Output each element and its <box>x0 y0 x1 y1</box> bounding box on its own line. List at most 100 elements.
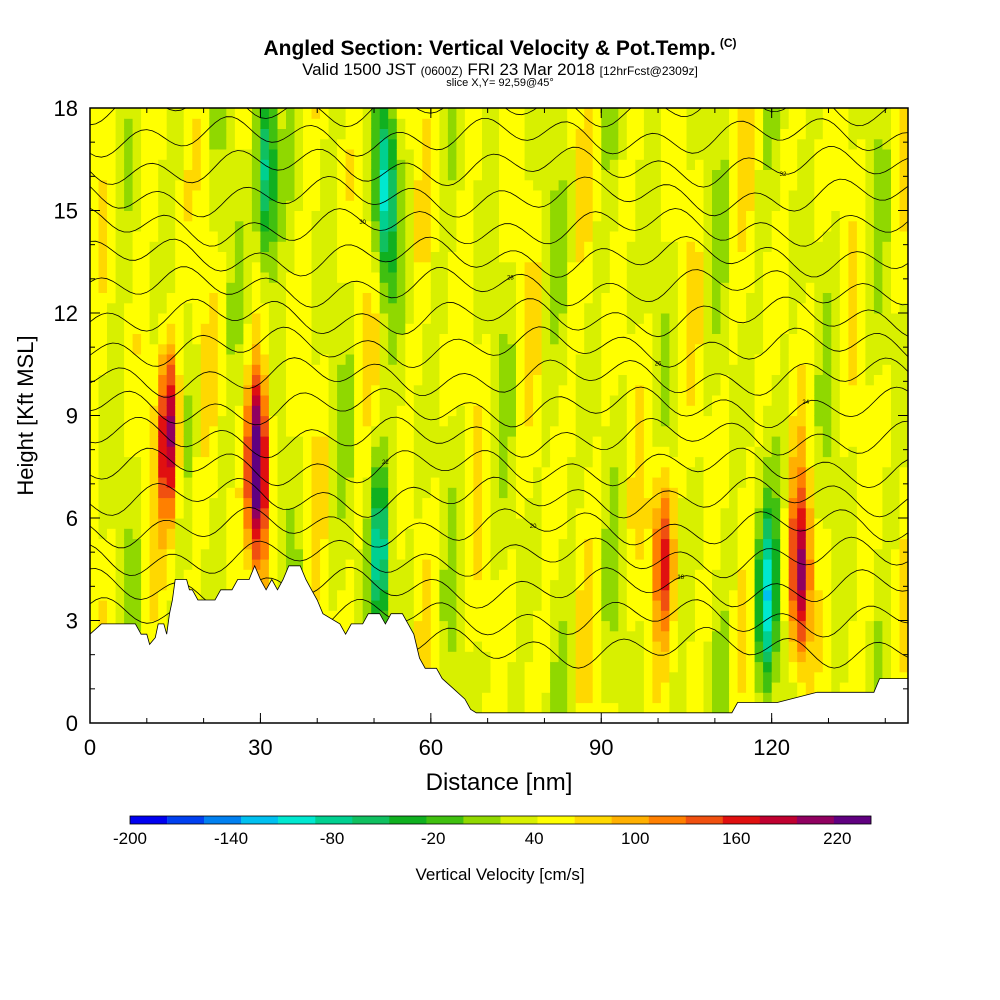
velocity-cell <box>550 282 560 293</box>
velocity-cell <box>311 456 321 468</box>
velocity-cell <box>771 600 781 611</box>
velocity-cell <box>354 538 364 550</box>
velocity-cell <box>763 630 773 642</box>
velocity-cell <box>720 261 730 273</box>
velocity-cell <box>575 231 585 242</box>
velocity-cell <box>567 477 577 488</box>
velocity-cell <box>746 374 756 386</box>
velocity-cell <box>98 579 108 591</box>
velocity-cell <box>541 559 551 570</box>
velocity-cell <box>200 169 210 181</box>
velocity-cell <box>277 118 287 129</box>
velocity-cell <box>499 282 509 293</box>
velocity-cell <box>720 384 730 396</box>
velocity-cell <box>635 405 645 417</box>
velocity-cell <box>192 415 202 427</box>
velocity-cell <box>524 671 534 683</box>
velocity-cell <box>626 241 636 252</box>
velocity-cell <box>626 333 636 345</box>
velocity-cell <box>98 200 108 211</box>
velocity-cell <box>524 569 534 581</box>
velocity-cell <box>626 159 636 170</box>
velocity-cell <box>166 364 176 375</box>
velocity-cell <box>337 487 347 499</box>
velocity-cell <box>183 323 193 334</box>
velocity-cell <box>268 477 278 488</box>
velocity-cell <box>771 579 781 591</box>
velocity-cell <box>788 446 798 458</box>
velocity-cell <box>345 456 355 468</box>
velocity-cell <box>524 620 534 632</box>
velocity-cell <box>354 518 364 529</box>
velocity-cell <box>251 313 261 324</box>
velocity-cell <box>584 282 594 293</box>
velocity-cell <box>90 446 100 458</box>
velocity-cell <box>609 282 619 293</box>
velocity-cell <box>200 261 210 273</box>
velocity-cell <box>601 507 611 519</box>
velocity-cell <box>166 343 176 355</box>
velocity-cell <box>200 425 210 437</box>
velocity-cell <box>516 159 526 170</box>
velocity-cell <box>712 118 722 129</box>
velocity-cell <box>166 210 176 222</box>
velocity-cell <box>286 518 296 529</box>
velocity-cell <box>303 138 313 150</box>
velocity-cell <box>141 220 151 232</box>
velocity-cell <box>396 200 406 211</box>
velocity-cell <box>677 159 687 170</box>
velocity-cell <box>303 548 313 560</box>
velocity-cell <box>175 548 185 560</box>
velocity-cell <box>132 179 142 191</box>
velocity-cell <box>788 200 798 211</box>
velocity-cell <box>183 466 193 478</box>
velocity-cell <box>558 559 568 570</box>
velocity-cell <box>703 323 713 334</box>
velocity-cell <box>183 282 193 293</box>
velocity-cell <box>354 128 364 140</box>
velocity-cell <box>260 272 270 283</box>
velocity-cell <box>592 159 602 170</box>
velocity-cell <box>311 589 321 601</box>
velocity-cell <box>567 425 577 437</box>
velocity-cell <box>311 323 321 334</box>
velocity-cell <box>524 159 534 170</box>
velocity-cell <box>405 343 415 355</box>
velocity-cell <box>601 210 611 222</box>
velocity-cell <box>601 487 611 499</box>
velocity-cell <box>575 405 585 417</box>
velocity-cell <box>107 272 117 283</box>
velocity-cell <box>192 302 202 314</box>
velocity-cell <box>686 118 696 129</box>
velocity-cell <box>763 651 773 663</box>
velocity-cell <box>251 190 261 201</box>
velocity-cell <box>141 138 151 150</box>
velocity-cell <box>243 559 253 570</box>
velocity-cell <box>660 651 670 663</box>
velocity-cell <box>609 200 619 211</box>
velocity-cell <box>286 395 296 406</box>
velocity-cell <box>183 231 193 242</box>
velocity-cell <box>729 620 739 632</box>
velocity-cell <box>90 456 100 468</box>
velocity-cell <box>635 477 645 488</box>
velocity-cell <box>618 231 628 242</box>
velocity-cell <box>430 559 440 570</box>
velocity-cell <box>277 354 287 365</box>
velocity-cell <box>686 692 696 704</box>
velocity-cell <box>558 538 568 550</box>
velocity-cell <box>234 528 244 540</box>
velocity-cell <box>345 589 355 601</box>
velocity-cell <box>303 333 313 345</box>
velocity-cell <box>396 313 406 324</box>
velocity-cell <box>660 333 670 345</box>
velocity-cell <box>379 569 389 581</box>
velocity-cell <box>124 600 134 611</box>
velocity-cell <box>592 518 602 529</box>
velocity-cell <box>371 446 381 458</box>
velocity-cell <box>124 179 134 191</box>
velocity-cell <box>550 559 560 570</box>
velocity-cell <box>652 190 662 201</box>
velocity-cell <box>720 282 730 293</box>
velocity-cell <box>294 179 304 191</box>
